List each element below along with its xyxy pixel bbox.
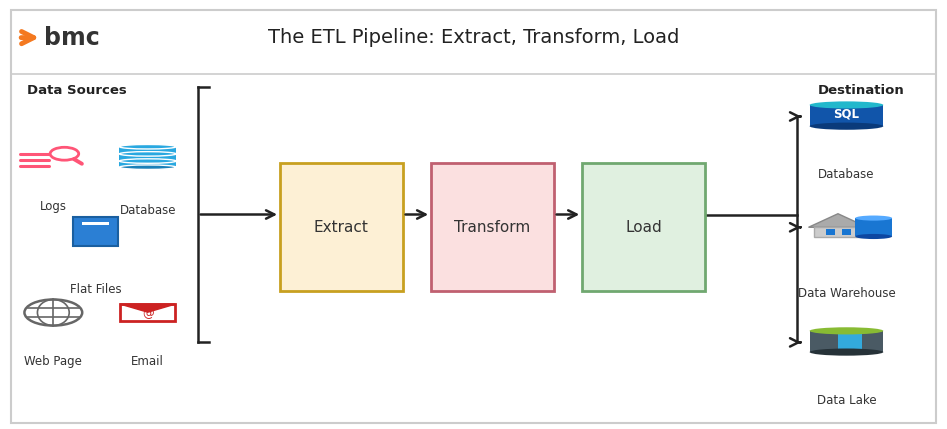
FancyBboxPatch shape bbox=[119, 147, 176, 167]
FancyBboxPatch shape bbox=[842, 230, 851, 235]
Text: Web Page: Web Page bbox=[25, 355, 82, 368]
FancyBboxPatch shape bbox=[120, 304, 175, 321]
Text: Database: Database bbox=[818, 168, 875, 181]
Ellipse shape bbox=[810, 327, 884, 335]
Ellipse shape bbox=[810, 123, 884, 130]
Text: Extract: Extract bbox=[313, 220, 368, 235]
Text: bmc: bmc bbox=[45, 26, 100, 50]
Ellipse shape bbox=[119, 151, 176, 156]
Text: Data Warehouse: Data Warehouse bbox=[797, 287, 895, 300]
Ellipse shape bbox=[119, 145, 176, 149]
Text: Data Sources: Data Sources bbox=[27, 85, 127, 97]
FancyBboxPatch shape bbox=[82, 222, 109, 225]
FancyBboxPatch shape bbox=[855, 218, 892, 236]
Text: Logs: Logs bbox=[40, 199, 67, 213]
Text: The ETL Pipeline: Extract, Transform, Load: The ETL Pipeline: Extract, Transform, Lo… bbox=[268, 28, 679, 47]
Ellipse shape bbox=[855, 234, 892, 239]
Polygon shape bbox=[120, 304, 175, 312]
Text: @: @ bbox=[142, 308, 153, 320]
FancyBboxPatch shape bbox=[73, 217, 118, 246]
FancyBboxPatch shape bbox=[431, 163, 554, 291]
Text: Load: Load bbox=[625, 220, 662, 235]
FancyBboxPatch shape bbox=[814, 227, 862, 237]
FancyBboxPatch shape bbox=[280, 163, 402, 291]
Text: Email: Email bbox=[132, 355, 164, 368]
FancyBboxPatch shape bbox=[810, 105, 884, 126]
Ellipse shape bbox=[119, 165, 176, 169]
Ellipse shape bbox=[810, 101, 884, 109]
FancyBboxPatch shape bbox=[582, 163, 705, 291]
Text: Flat Files: Flat Files bbox=[70, 283, 121, 296]
Text: SQL: SQL bbox=[833, 108, 860, 121]
FancyBboxPatch shape bbox=[826, 230, 834, 235]
Text: Data Lake: Data Lake bbox=[816, 393, 876, 407]
Text: Transform: Transform bbox=[455, 220, 530, 235]
Ellipse shape bbox=[810, 348, 884, 356]
FancyBboxPatch shape bbox=[810, 331, 884, 352]
Text: Destination: Destination bbox=[817, 85, 904, 97]
Ellipse shape bbox=[855, 215, 892, 221]
Ellipse shape bbox=[119, 159, 176, 163]
Text: Database: Database bbox=[119, 204, 176, 217]
Polygon shape bbox=[809, 214, 867, 227]
FancyBboxPatch shape bbox=[838, 332, 862, 351]
